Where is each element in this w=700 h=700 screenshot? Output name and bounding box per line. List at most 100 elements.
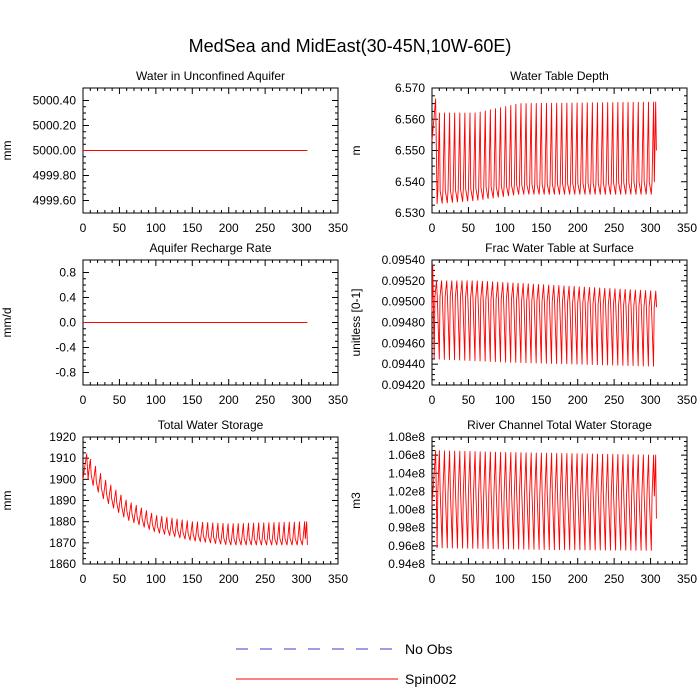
x-tick-label: 0 — [80, 221, 87, 235]
x-tick-label: 350 — [328, 393, 348, 407]
x-tick-label: 50 — [113, 221, 127, 235]
x-tick-label: 150 — [531, 393, 551, 407]
x-tick-label: 350 — [677, 393, 697, 407]
x-tick-label: 300 — [641, 221, 661, 235]
x-tick-label: 150 — [182, 572, 202, 586]
y-tick-label: 1900 — [49, 472, 76, 486]
y-tick-label: 0.09540 — [382, 253, 426, 267]
x-tick-label: 150 — [531, 221, 551, 235]
y-tick-label: 1.04e8 — [388, 466, 425, 480]
y-tick-label: 1920 — [49, 430, 76, 444]
x-tick-label: 300 — [641, 572, 661, 586]
x-tick-label: 300 — [292, 221, 312, 235]
x-tick-label: 100 — [146, 572, 166, 586]
panel-title: River Channel Total Water Storage — [467, 418, 652, 432]
legend-spin002-label: Spin002 — [405, 671, 457, 687]
x-tick-label: 50 — [113, 393, 127, 407]
x-tick-label: 50 — [462, 393, 476, 407]
y-tick-label: 1.08e8 — [388, 430, 425, 444]
x-tick-label: 100 — [146, 221, 166, 235]
y-tick-label: 0.09480 — [382, 316, 426, 330]
y-tick-label: 1.02e8 — [388, 484, 425, 498]
y-tick-label: 4999.80 — [33, 169, 77, 183]
x-tick-label: 200 — [219, 572, 239, 586]
y-axis-label: m3 — [349, 492, 363, 509]
panel-title: Frac Water Table at Surface — [485, 241, 634, 255]
panel-title: Water Table Depth — [510, 69, 609, 83]
y-tick-label: 6.550 — [395, 144, 425, 158]
series-line-spin002 — [431, 264, 657, 367]
y-tick-label: 0.96e8 — [388, 539, 425, 553]
x-tick-label: 250 — [255, 393, 275, 407]
y-tick-label: 0.8 — [59, 266, 76, 280]
x-tick-label: 200 — [568, 221, 588, 235]
y-tick-label: 0.09440 — [382, 357, 426, 371]
panel-recharge-rate: Aquifer Recharge Rate 0 50 100 150 200 250 300 3… — [0, 241, 348, 407]
y-tick-label: 1.00e8 — [388, 503, 425, 517]
y-axis-label: m — [349, 146, 363, 156]
y-tick-label: 6.540 — [395, 175, 425, 189]
x-tick-label: 100 — [495, 393, 515, 407]
x-tick-label: 250 — [604, 393, 624, 407]
x-tick-label: 350 — [328, 572, 348, 586]
y-tick-label: -0.8 — [55, 366, 76, 380]
y-tick-label: 0.09520 — [382, 274, 426, 288]
y-tick-label: 6.570 — [395, 81, 425, 95]
y-axis-label: mm/d — [0, 308, 14, 338]
x-tick-label: 0 — [429, 393, 436, 407]
y-tick-label: 0.09460 — [382, 336, 426, 350]
y-axis-label: mm — [0, 491, 14, 511]
figure-title: MedSea and MidEast(30-45N,10W-60E) — [189, 36, 512, 56]
x-tick-label: 0 — [429, 221, 436, 235]
y-tick-label: 1880 — [49, 515, 76, 529]
x-tick-label: 0 — [80, 393, 87, 407]
x-tick-label: 100 — [495, 572, 515, 586]
y-tick-label: 1890 — [49, 494, 76, 508]
y-tick-label: 1.06e8 — [388, 448, 425, 462]
y-axis-label: mm — [0, 141, 14, 161]
x-tick-label: 50 — [462, 221, 476, 235]
panel-water-table-depth: Water Table Depth 0 50 100 150 200 250 300 350 6.… — [349, 69, 697, 235]
x-tick-label: 350 — [328, 221, 348, 235]
series-line-spin002 — [431, 98, 657, 205]
x-tick-label: 0 — [429, 572, 436, 586]
legend-no-obs-label: No Obs — [405, 641, 452, 657]
y-tick-label: 1910 — [49, 451, 76, 465]
series-line-spin002 — [431, 450, 657, 551]
x-tick-label: 0 — [80, 572, 87, 586]
panel-title: Water in Unconfined Aquifer — [136, 69, 285, 83]
x-tick-label: 100 — [146, 393, 166, 407]
panel-title: Total Water Storage — [158, 418, 264, 432]
y-tick-label: 5000.20 — [33, 119, 77, 133]
x-tick-label: 350 — [677, 572, 697, 586]
x-tick-label: 250 — [255, 572, 275, 586]
panel-river-channel-storage: River Channel Total Water Storage 0 50 100 1… — [349, 418, 697, 586]
y-tick-label: 6.530 — [395, 206, 425, 220]
x-tick-label: 300 — [641, 393, 661, 407]
y-tick-label: 0.4 — [59, 291, 76, 305]
y-tick-label: 5000.00 — [33, 144, 77, 158]
x-tick-label: 200 — [219, 221, 239, 235]
x-tick-label: 200 — [219, 393, 239, 407]
x-tick-label: 250 — [255, 221, 275, 235]
x-tick-label: 50 — [113, 572, 127, 586]
panel-aquifer-water: Water in Unconfined Aquifer 0 50 100 150 200 2… — [0, 69, 348, 235]
panel-total-water-storage: Total Water Storage 0 50 100 150 200 250 300 350… — [0, 418, 348, 586]
y-tick-label: 1860 — [49, 557, 76, 571]
y-tick-label: 0.09420 — [382, 378, 426, 392]
x-tick-label: 150 — [531, 572, 551, 586]
x-tick-label: 300 — [292, 393, 312, 407]
y-tick-label: 0.98e8 — [388, 521, 425, 535]
series-line-spin002 — [82, 453, 308, 546]
y-axis-label: unitless [0-1] — [349, 288, 363, 356]
x-tick-label: 250 — [604, 221, 624, 235]
y-tick-label: 6.560 — [395, 112, 425, 126]
x-tick-label: 100 — [495, 221, 515, 235]
chart-panels: Water in Unconfined Aquifer 0 50 100 150 200 2… — [0, 69, 697, 586]
x-tick-label: 150 — [182, 221, 202, 235]
x-tick-label: 350 — [677, 221, 697, 235]
panel-frac-water-table: Frac Water Table at Surface 0 50 100 150 200 2… — [349, 241, 697, 407]
x-tick-label: 300 — [292, 572, 312, 586]
x-tick-label: 50 — [462, 572, 476, 586]
